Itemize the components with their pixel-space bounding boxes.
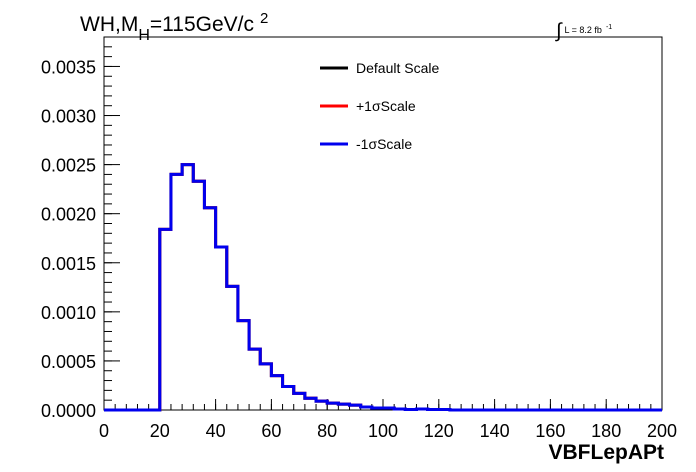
plot-frame (103, 36, 663, 411)
y-tick-label: 0.0000 (41, 401, 96, 421)
x-tick-label: 80 (317, 421, 337, 441)
y-tick-label: 0.0020 (41, 205, 96, 225)
chart-title: WH,MH=115GeV/c 2 (80, 10, 268, 44)
title-rest: =115GeV/c (150, 13, 254, 36)
y-tick-label: 0.0035 (41, 57, 96, 77)
legend-label: +1σScale (356, 98, 416, 114)
y-tick-label: 0.0030 (41, 107, 96, 127)
series-line-2 (104, 163, 662, 412)
x-tick-label: 160 (535, 421, 565, 441)
legend-label: -1σScale (356, 136, 412, 152)
title-superscript: 2 (260, 10, 268, 27)
y-tick-label: 0.0005 (41, 352, 96, 372)
x-tick-label: 20 (150, 421, 170, 441)
y-tick-label: 0.0015 (41, 254, 96, 274)
series-line-0 (104, 163, 662, 412)
x-tick-label: 200 (647, 421, 677, 441)
x-tick-label: 40 (206, 421, 226, 441)
luminosity-superscript: -1 (606, 24, 612, 31)
x-axis-title: VBFLepAPt (549, 441, 665, 464)
legend: Default Scale +1σScale -1σScale (320, 60, 439, 152)
y-tick-label: 0.0010 (41, 303, 96, 323)
x-axis: 0 20 40 60 80 100 120 140 160 180 200 (99, 399, 677, 441)
title-subscript: H (138, 27, 150, 44)
x-tick-label: 120 (424, 421, 454, 441)
x-tick-label: 60 (261, 421, 281, 441)
integral-symbol: ∫ (555, 20, 563, 42)
y-axis: 0.0000 0.0005 0.0010 0.0015 0.0020 0.0025 0.00… (41, 36, 120, 421)
x-tick-label: 0 (99, 421, 109, 441)
x-tick-label: 100 (368, 421, 398, 441)
series-line-1 (104, 163, 662, 412)
title-main: WH,M (80, 13, 138, 36)
series-lines (104, 163, 662, 412)
legend-label: Default Scale (356, 60, 439, 76)
luminosity-label: ∫ L = 8.2 fb -1 (555, 20, 612, 42)
y-tick-label: 0.0025 (41, 156, 96, 176)
x-tick-label: 180 (591, 421, 621, 441)
luminosity-text: L = 8.2 fb (564, 25, 601, 35)
x-tick-label: 140 (480, 421, 510, 441)
